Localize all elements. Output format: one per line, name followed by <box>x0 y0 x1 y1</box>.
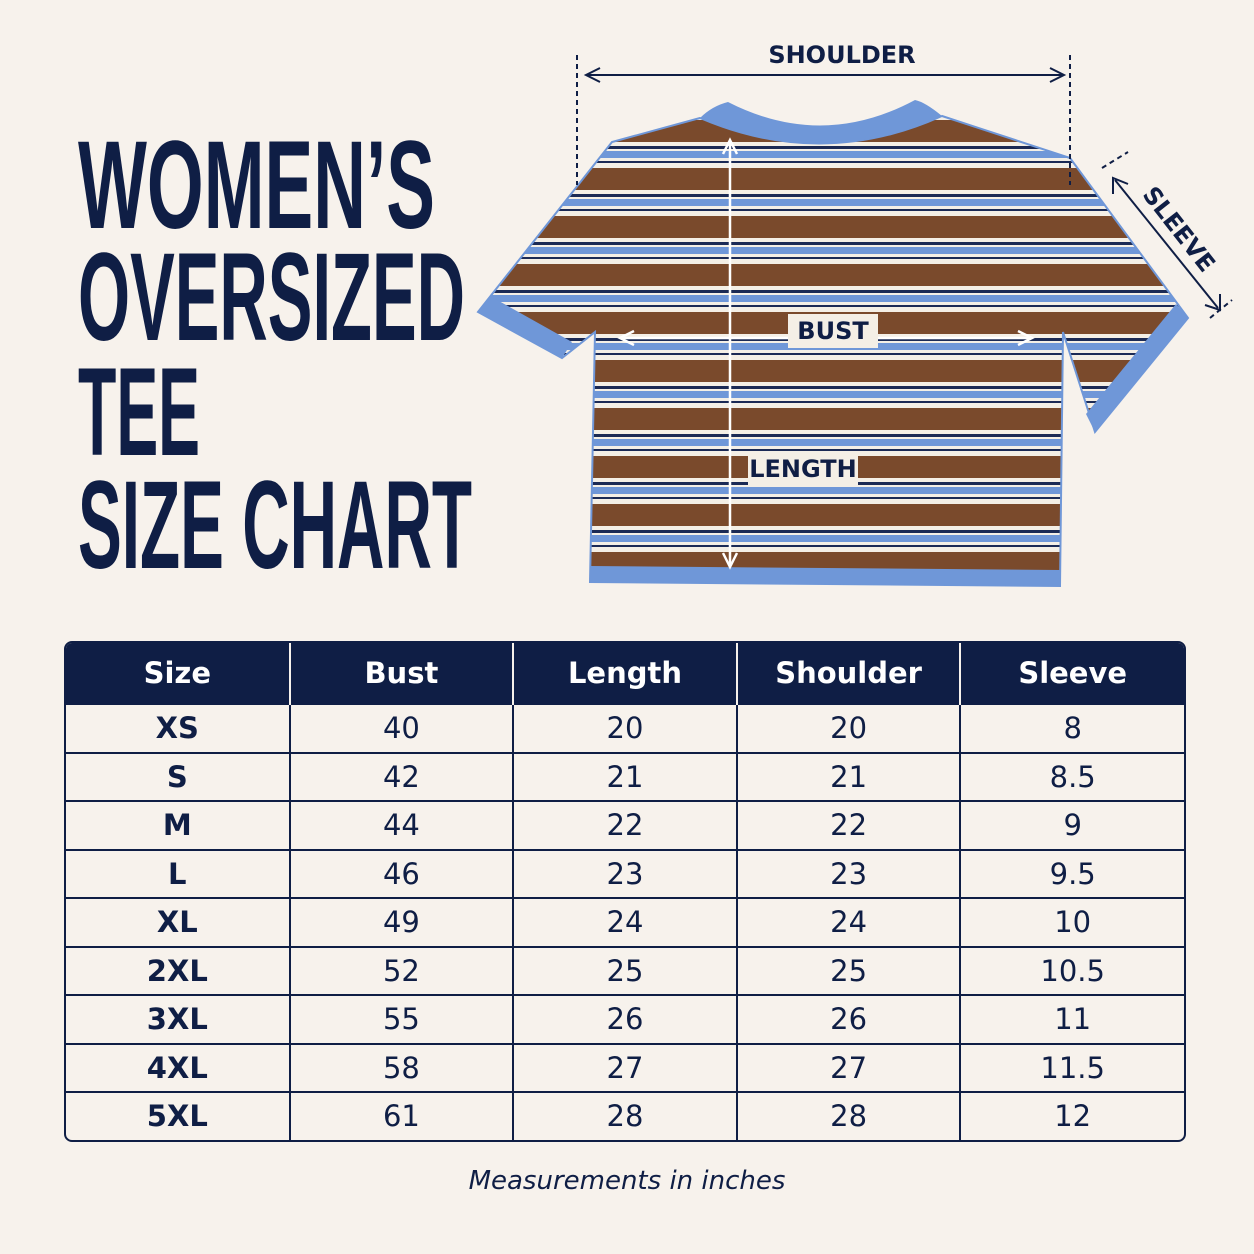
table-row: L 46 23 23 9.5 <box>66 848 1184 898</box>
value-cell: 10 <box>960 897 1184 947</box>
title-line: TEE <box>78 343 200 482</box>
value-cell: 21 <box>513 751 738 801</box>
value-cell: 23 <box>513 848 738 898</box>
size-cell: M <box>66 800 291 850</box>
title-line: SIZE CHART <box>78 456 472 595</box>
size-cell: 5XL <box>66 1091 291 1140</box>
table-row: S 42 21 21 8.5 <box>66 751 1184 801</box>
value-cell: 9 <box>960 800 1184 850</box>
value-cell: 26 <box>736 994 962 1044</box>
value-cell: 40 <box>289 703 515 753</box>
value-cell: 8.5 <box>960 751 1184 801</box>
table-row: 4XL 58 27 27 11.5 <box>66 1042 1184 1092</box>
value-cell: 11 <box>960 994 1184 1044</box>
table-row: XL 49 24 24 10 <box>66 897 1184 947</box>
header-cell: Bust <box>289 643 515 704</box>
value-cell: 24 <box>736 897 962 947</box>
size-cell: S <box>66 751 291 801</box>
size-cell: XL <box>66 897 291 947</box>
value-cell: 11.5 <box>960 1042 1184 1092</box>
title: WOMEN’S OVERSIZED TEE SIZE CHART <box>78 116 472 595</box>
size-cell: 3XL <box>66 994 291 1044</box>
label-box <box>748 452 858 486</box>
table: Size Bust Length Shoulder Sleeve XS 40 20 20 8 S 42… <box>66 643 1184 1140</box>
value-cell: 12 <box>960 1091 1184 1140</box>
bust-label: BUST <box>797 317 869 345</box>
size-cell: XS <box>66 703 291 753</box>
table-row: 3XL 55 26 26 11 <box>66 994 1184 1044</box>
measure-lines <box>576 55 1233 319</box>
tee <box>476 100 1190 588</box>
size-table: Size Bust Length Shoulder Sleeve XS 40 20 20 8 S 42… <box>64 641 1186 1142</box>
value-cell: 44 <box>289 800 515 850</box>
value-cell: 25 <box>736 945 962 995</box>
header-cell: Sleeve <box>960 643 1184 704</box>
table-row: XS 40 20 20 8 <box>66 703 1184 753</box>
value-cell: 58 <box>289 1042 515 1092</box>
illustration: WOMEN’S OVERSIZED TEE SIZE CHART SHOULDE… <box>78 41 1233 595</box>
value-cell: 28 <box>736 1091 962 1140</box>
value-cell: 28 <box>513 1091 738 1140</box>
table-row: 5XL 61 28 28 12 <box>66 1091 1184 1140</box>
header-cell: Size <box>66 643 291 704</box>
header-cell: Length <box>513 643 738 704</box>
value-cell: 9.5 <box>960 848 1184 898</box>
size-cell: L <box>66 848 291 898</box>
header-row: Size Bust Length Shoulder Sleeve <box>66 643 1184 704</box>
value-cell: 27 <box>736 1042 962 1092</box>
table-row: M 44 22 22 9 <box>66 800 1184 850</box>
value-cell: 25 <box>513 945 738 995</box>
title-line: OVERSIZED <box>78 228 465 367</box>
value-cell: 10.5 <box>960 945 1184 995</box>
size-cell: 4XL <box>66 1042 291 1092</box>
shoulder-label: SHOULDER <box>768 41 915 69</box>
value-cell: 22 <box>513 800 738 850</box>
value-cell: 52 <box>289 945 515 995</box>
value-cell: 20 <box>513 703 738 753</box>
value-cell: 26 <box>513 994 738 1044</box>
value-cell: 8 <box>960 703 1184 753</box>
value-cell: 20 <box>736 703 962 753</box>
value-cell: 24 <box>513 897 738 947</box>
value-cell: 27 <box>513 1042 738 1092</box>
value-cell: 23 <box>736 848 962 898</box>
title-line: WOMEN’S <box>78 116 435 255</box>
header-cell: Shoulder <box>736 643 962 704</box>
value-cell: 49 <box>289 897 515 947</box>
value-cell: 55 <box>289 994 515 1044</box>
size-cell: 2XL <box>66 945 291 995</box>
value-cell: 61 <box>289 1091 515 1140</box>
value-cell: 46 <box>289 848 515 898</box>
label-box <box>788 314 878 348</box>
length-label: LENGTH <box>749 455 857 483</box>
value-cell: 42 <box>289 751 515 801</box>
sleeve-label: SLEEVE <box>1137 181 1221 277</box>
value-cell: 21 <box>736 751 962 801</box>
value-cell: 22 <box>736 800 962 850</box>
table-row: 2XL 52 25 25 10.5 <box>66 945 1184 995</box>
footnote: Measurements in inches <box>468 1166 786 1196</box>
